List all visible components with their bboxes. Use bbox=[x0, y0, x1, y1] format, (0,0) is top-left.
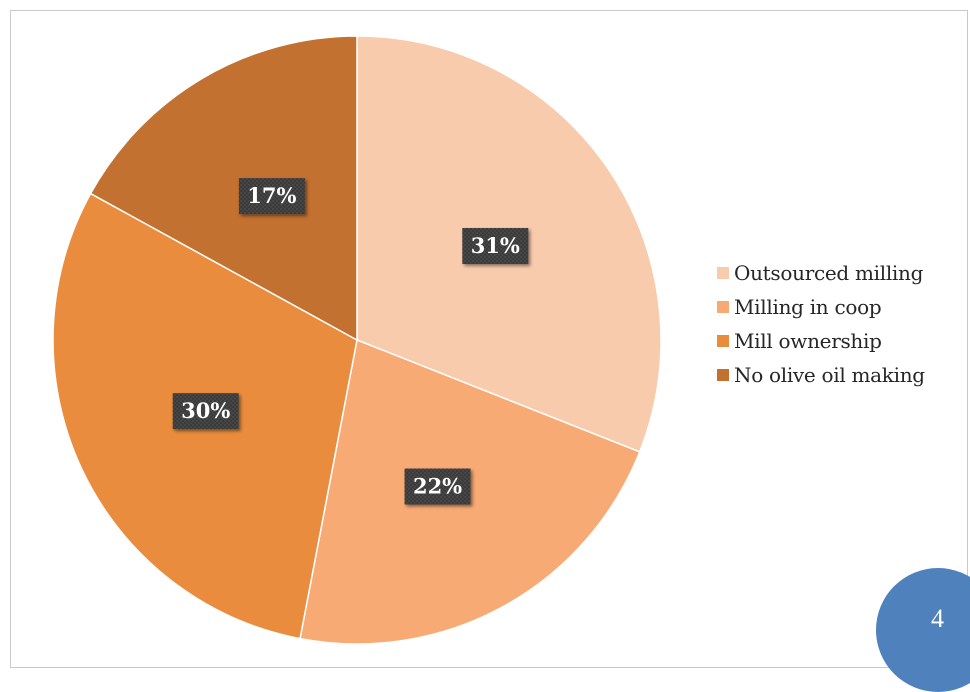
data-label: 30% bbox=[172, 393, 239, 430]
pie-slice bbox=[89, 35, 358, 342]
legend-label: No olive oil making bbox=[734, 363, 925, 387]
legend-item: Outsourced milling bbox=[717, 256, 925, 290]
data-label: 22% bbox=[404, 468, 471, 505]
data-label-text: 22% bbox=[413, 474, 462, 499]
legend-swatch bbox=[717, 267, 729, 279]
page-number: 4 bbox=[931, 604, 944, 633]
data-label-text: 17% bbox=[247, 183, 296, 208]
legend: Outsourced milling Milling in coop Mill … bbox=[717, 256, 925, 392]
data-label-text: 31% bbox=[471, 233, 520, 258]
legend-swatch bbox=[717, 301, 729, 313]
legend-item: No olive oil making bbox=[717, 358, 925, 392]
data-label-box bbox=[238, 178, 305, 215]
pie-chart: 31% 22% 30% 17% bbox=[52, 35, 662, 645]
legend-label: Milling in coop bbox=[734, 295, 882, 319]
data-label-text: 30% bbox=[181, 398, 230, 423]
data-label-box bbox=[462, 228, 529, 265]
data-label-box bbox=[172, 393, 239, 430]
legend-item: Milling in coop bbox=[717, 290, 925, 324]
legend-swatch bbox=[717, 335, 729, 347]
data-label: 17% bbox=[238, 178, 305, 215]
data-label: 31% bbox=[462, 228, 529, 265]
legend-label: Mill ownership bbox=[734, 329, 882, 353]
legend-label: Outsourced milling bbox=[734, 261, 924, 285]
data-label-box bbox=[404, 468, 471, 505]
legend-swatch bbox=[717, 369, 729, 381]
legend-item: Mill ownership bbox=[717, 324, 925, 358]
